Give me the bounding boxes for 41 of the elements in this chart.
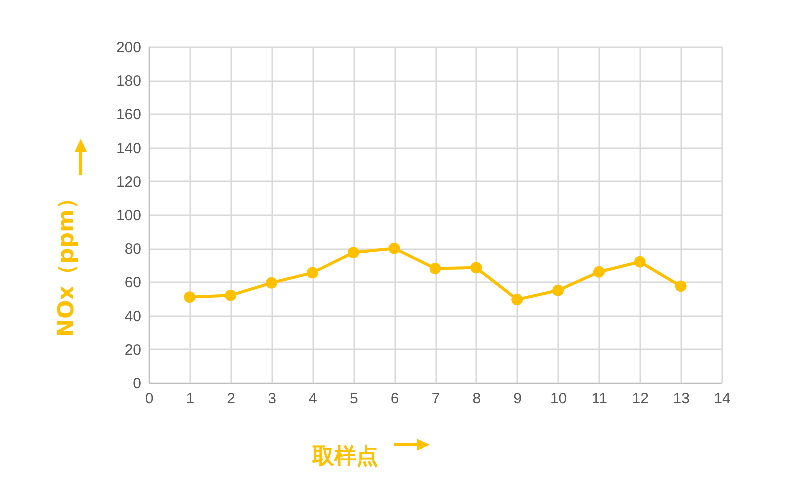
x-tick-label: 3 bbox=[268, 390, 276, 408]
y-tick-label: 140 bbox=[116, 140, 142, 158]
x-axis-title: 取样点 bbox=[312, 444, 378, 470]
y-tick-label: 20 bbox=[124, 342, 142, 359]
x-tick-label: 4 bbox=[309, 390, 318, 408]
x-tick-label: 6 bbox=[390, 390, 400, 408]
y-tick-label: 100 bbox=[116, 208, 142, 224]
point bbox=[307, 267, 318, 279]
point bbox=[470, 262, 482, 274]
y-axis-title: NOx（ppm） bbox=[54, 188, 80, 338]
point bbox=[388, 242, 400, 254]
x-tick-label: 1 bbox=[186, 390, 195, 408]
y-tick-label: 40 bbox=[124, 308, 142, 326]
point bbox=[675, 280, 687, 292]
x-tick-label: 12 bbox=[632, 390, 649, 408]
x-tick-label: 5 bbox=[350, 390, 358, 408]
point bbox=[430, 263, 442, 274]
x-tick-label: 8 bbox=[472, 390, 482, 408]
y-tick-label: 60 bbox=[124, 274, 142, 292]
y-tick-label: 180 bbox=[116, 73, 142, 90]
point bbox=[552, 284, 564, 296]
point bbox=[634, 256, 646, 268]
x-tick-label: 11 bbox=[592, 390, 608, 408]
x-tick-label: 0 bbox=[145, 390, 154, 408]
point bbox=[266, 277, 278, 289]
x-tick-label: 14 bbox=[714, 390, 731, 408]
point bbox=[348, 247, 360, 258]
y-tick-label: 120 bbox=[116, 174, 142, 191]
point bbox=[512, 294, 524, 306]
y-tick-label: 160 bbox=[116, 106, 142, 124]
x-tick-label: 13 bbox=[673, 390, 690, 408]
y-tick-label: 80 bbox=[124, 241, 142, 258]
y-tick-label: 0 bbox=[133, 376, 142, 392]
x-tick-label: 10 bbox=[550, 390, 568, 408]
x-tick-label: 7 bbox=[432, 390, 440, 408]
x-tick-label: 9 bbox=[514, 390, 522, 408]
point bbox=[594, 266, 605, 278]
point bbox=[184, 292, 196, 304]
x-tick-label: 2 bbox=[227, 390, 236, 408]
y-tick-label: 200 bbox=[116, 40, 142, 56]
point bbox=[225, 290, 237, 302]
